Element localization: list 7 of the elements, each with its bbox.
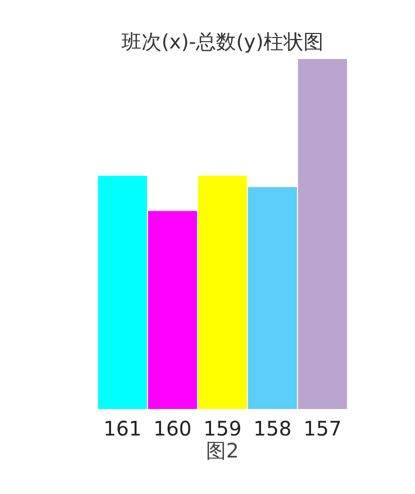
- x-axis-title: 图2: [206, 438, 239, 462]
- chart-title: 班次(x)-总数(y)柱状图: [121, 30, 324, 54]
- x-tick-label: 161: [103, 416, 142, 440]
- x-tick-label: 158: [253, 416, 292, 440]
- x-tick-label: 160: [153, 416, 192, 440]
- x-tick-label: 159: [203, 416, 242, 440]
- x-tick-label: 157: [303, 416, 342, 440]
